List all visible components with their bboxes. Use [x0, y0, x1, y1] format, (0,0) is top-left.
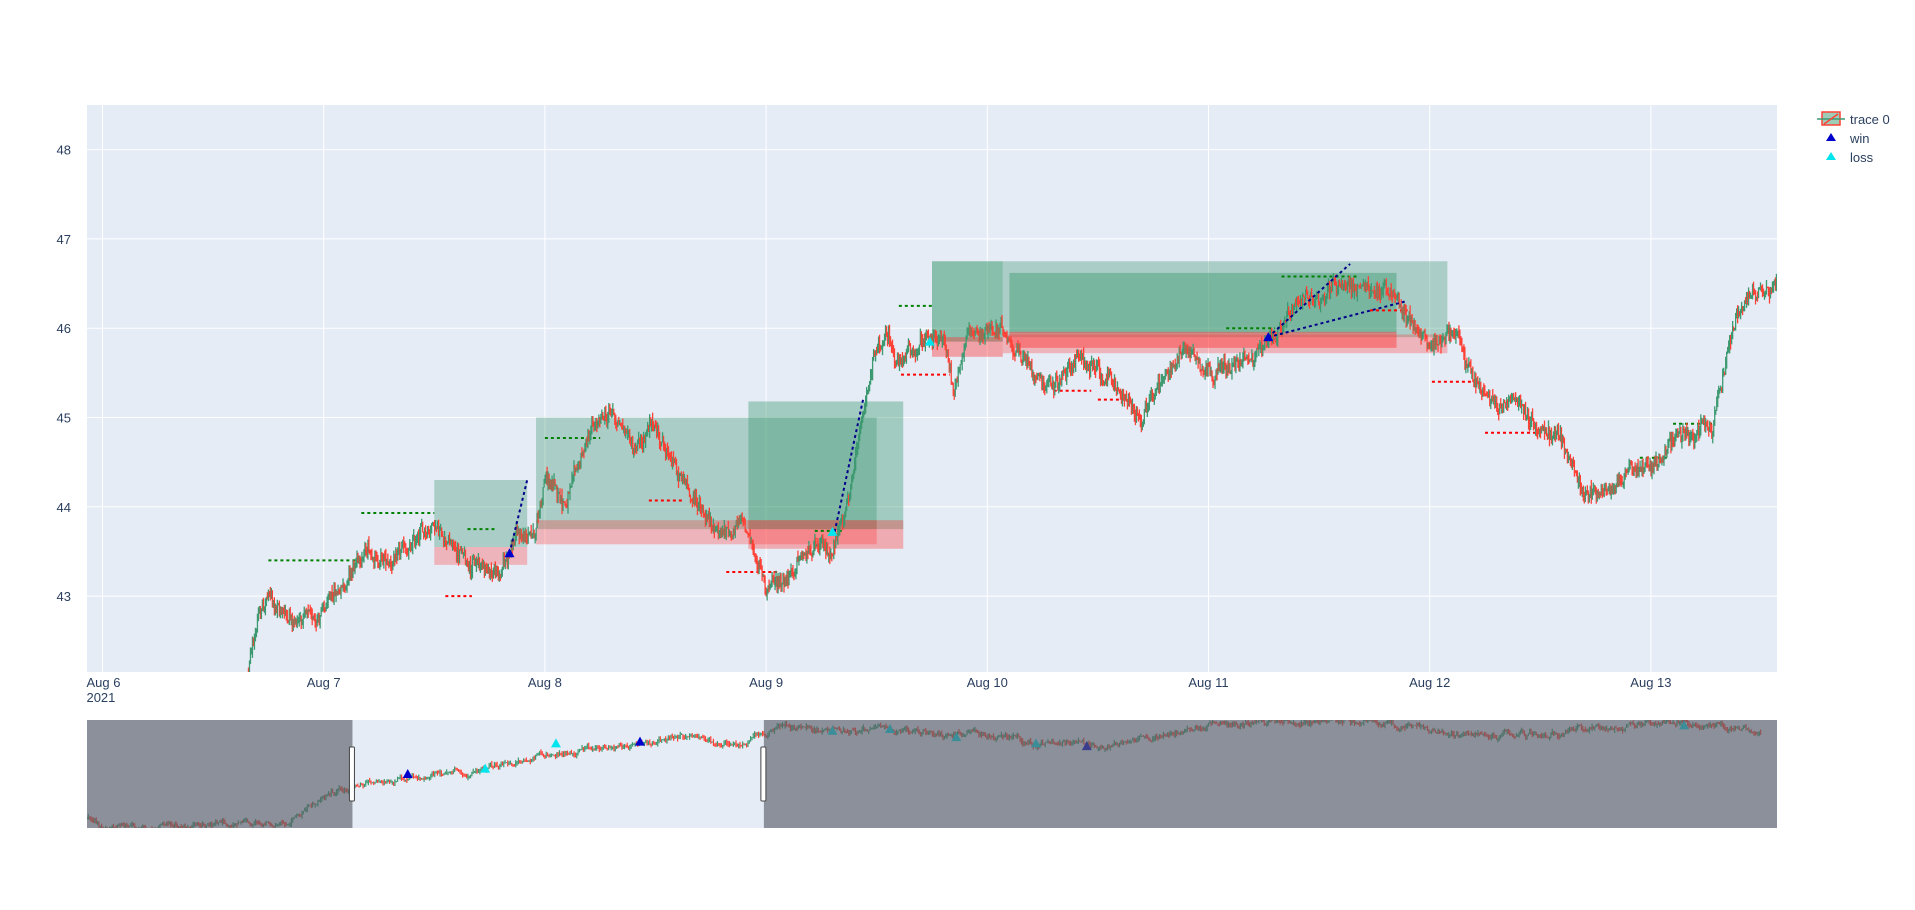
legend: trace 0 win loss [1817, 111, 1890, 165]
y-tick-label: 45 [57, 411, 71, 426]
x-tick-label: Aug 9 [749, 675, 783, 690]
take-profit-zone [1002, 261, 1448, 338]
x-axis-ticks: Aug 6 Aug 7 Aug 8 Aug 9 Aug 10 Aug 11 Aug 12 Au… [86, 675, 1671, 705]
overview-loss-marker [550, 738, 561, 748]
win-marker[interactable] [1263, 332, 1274, 342]
x-tick-label: Aug 12 [1409, 675, 1450, 690]
legend-label-win: win [1849, 131, 1870, 146]
trade-path-line [508, 479, 529, 554]
range-slider-mask-right [763, 720, 1777, 828]
legend-item-win[interactable]: win [1826, 131, 1870, 146]
x-tick-label: Aug 13 [1630, 675, 1671, 690]
trade-markers [504, 332, 1274, 558]
range-slider-mask-left [87, 720, 353, 828]
overview-loss-marker [480, 763, 491, 773]
x-year-label: 2021 [86, 690, 115, 705]
x-tick-label: Aug 7 [307, 675, 341, 690]
take-profit-zone [748, 401, 904, 530]
loss-marker[interactable] [827, 526, 838, 536]
stop-loss-zone [1009, 331, 1397, 348]
range-slider-handle-left[interactable] [348, 746, 355, 802]
y-tick-label: 43 [57, 589, 71, 604]
x-tick-label: Aug 11 [1188, 675, 1228, 690]
y-axis-ticks: 43 44 45 46 47 48 [57, 143, 71, 604]
price-series [247, 273, 1777, 672]
legend-item-loss[interactable]: loss [1826, 150, 1874, 165]
y-tick-label: 46 [57, 321, 71, 336]
grid-lines [87, 105, 1777, 672]
overview-win-marker [635, 736, 646, 746]
trade-zones [434, 261, 1448, 565]
y-tick-label: 44 [57, 500, 71, 515]
trade-path-line [833, 397, 865, 533]
range-slider[interactable] [87, 715, 1777, 833]
legend-label-trace-0: trace 0 [1850, 112, 1890, 127]
range-slider-handle-right[interactable] [760, 746, 767, 802]
trade-path-line [1267, 263, 1351, 338]
overview-win-marker [402, 769, 413, 778]
x-tick-label: Aug 6 [86, 675, 120, 690]
y-tick-label: 47 [57, 232, 71, 247]
x-tick-label: Aug 10 [967, 675, 1008, 690]
plot-area[interactable] [87, 105, 1777, 672]
y-tick-label: 48 [57, 143, 71, 158]
win-triangle-icon [1826, 133, 1836, 141]
loss-triangle-icon [1826, 152, 1836, 160]
entry-levels [268, 275, 1713, 598]
loss-marker[interactable] [924, 336, 935, 346]
stop-loss-zone [1002, 334, 1448, 354]
x-tick-label: Aug 8 [528, 675, 562, 690]
trade-lines [508, 263, 1406, 554]
legend-label-loss: loss [1850, 150, 1874, 165]
win-marker[interactable] [504, 548, 515, 558]
legend-item-trace-0[interactable]: trace 0 [1817, 111, 1890, 127]
